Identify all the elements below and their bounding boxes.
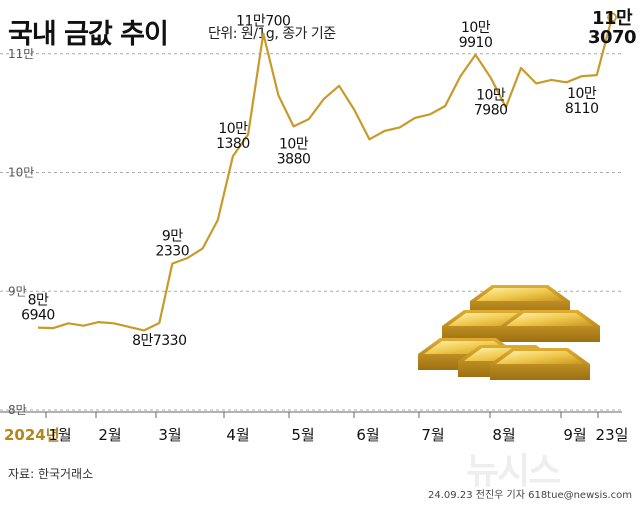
data-label-line: 11만 xyxy=(592,8,633,29)
gold-bar-top xyxy=(506,313,594,326)
data-label-line: 10만 xyxy=(567,86,597,102)
credit-line: 24.09.23 전진우 기자 618tue@newsis.com xyxy=(428,490,632,501)
data-label: 8만7330 xyxy=(132,333,186,349)
data-label: 8만 6940 xyxy=(21,293,55,324)
data-label-line: 10만 xyxy=(218,121,248,137)
data-label: 9만 2330 xyxy=(155,229,189,260)
gold-bar-top xyxy=(496,351,584,364)
data-label-line: 11만700 xyxy=(236,14,290,30)
x-tick-label: 3월 xyxy=(158,426,181,444)
x-tick-label: 7월 xyxy=(421,426,444,444)
data-label-line: 3070 xyxy=(588,27,636,48)
year-label: 2024년 xyxy=(4,426,60,444)
gold-bar xyxy=(490,348,590,380)
data-label-line: 10만 xyxy=(461,20,491,36)
data-label-line: 6940 xyxy=(21,308,55,324)
data-label-line: 7980 xyxy=(474,103,508,119)
data-label-line: 8만 xyxy=(28,293,49,309)
chart-unit-note: 단위: 원/1g, 종가 기준 xyxy=(208,26,336,42)
price-series xyxy=(37,12,617,332)
data-label-line: 9만 xyxy=(162,229,183,245)
x-tick-label: 5월 xyxy=(291,426,314,444)
y-tick-label: 11만 xyxy=(8,47,34,61)
data-label-line: 8만7330 xyxy=(132,333,186,349)
y-tick-label: 9만 xyxy=(8,284,27,298)
data-label: 10만 1380 xyxy=(216,121,250,152)
data-label-line: 8110 xyxy=(565,101,599,117)
data-label-line: 2330 xyxy=(155,244,189,260)
data-label-line: 1380 xyxy=(216,136,250,152)
data-label-line: 10만 xyxy=(279,136,309,152)
x-tick-label: 6월 xyxy=(356,426,379,444)
data-label-line: 10만 xyxy=(476,88,506,104)
x-tick-label: 23일 xyxy=(596,426,629,444)
gold-bar xyxy=(500,310,600,342)
gold-bar xyxy=(470,285,570,317)
data-label: 11만700 xyxy=(236,14,290,30)
gold-bar-top xyxy=(476,288,564,301)
x-tick-label: 9월 xyxy=(563,426,586,444)
data-label: 10만 9910 xyxy=(459,20,493,51)
data-label-line: 9910 xyxy=(459,35,493,51)
y-tick-label: 10만 xyxy=(8,166,34,180)
chart-title: 국내 금값 추이 xyxy=(8,19,169,50)
last-point-marker xyxy=(607,12,617,23)
x-tick-label: 4월 xyxy=(226,426,249,444)
data-label: 10만 7980 xyxy=(474,88,508,119)
data-label: 10만 3880 xyxy=(277,136,311,167)
x-tick-label: 1월 xyxy=(48,426,71,444)
data-label-line: 3880 xyxy=(277,151,311,167)
data-label: 11만 3070 xyxy=(588,8,636,48)
newsis-logo: 뉴시스 xyxy=(466,451,561,492)
y-tick-label: 8만 xyxy=(8,403,27,417)
data-label: 10만 8110 xyxy=(565,86,599,117)
x-tick-label: 8월 xyxy=(492,426,515,444)
x-tick-label: 2월 xyxy=(98,426,121,444)
series-line xyxy=(37,17,614,332)
source-note: 자료: 한국거래소 xyxy=(8,467,94,481)
gold-bars-illustration xyxy=(418,285,600,380)
